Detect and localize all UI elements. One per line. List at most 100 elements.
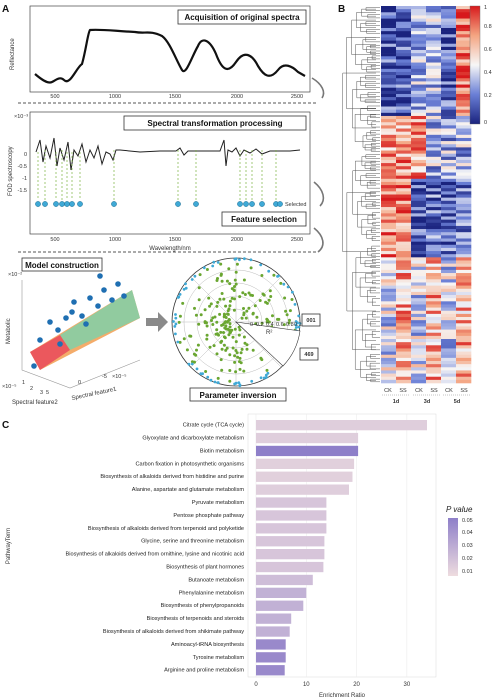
bar-category-label: Biosynthesis of alkaloids derived from s… <box>103 629 244 635</box>
heatmap-cell <box>441 288 457 293</box>
polar-point <box>232 308 236 312</box>
heatmap-cell <box>456 269 472 274</box>
heatmap-cell <box>426 273 442 277</box>
heatmap-cell <box>426 93 442 98</box>
heatmap-cell <box>381 78 397 82</box>
heatmap-cell <box>396 49 412 54</box>
heatmap-cell <box>441 273 457 277</box>
polar-point <box>219 262 223 266</box>
polar-point <box>234 370 238 374</box>
polar-tick-0: 0 <box>250 322 253 328</box>
heatmap-cell <box>456 106 472 110</box>
heatmap-cell <box>456 147 472 151</box>
heatmap-cell <box>381 351 397 356</box>
heatmap-cell <box>426 81 442 85</box>
heatmap-cell <box>441 197 457 202</box>
heatmap-cell <box>456 141 472 145</box>
heatmap-cell <box>456 93 472 98</box>
polar-edge-point <box>176 340 180 344</box>
heatmap-cell <box>441 68 457 73</box>
polar-point <box>253 304 257 308</box>
polar-point <box>233 327 237 331</box>
heatmap-cell <box>441 156 457 161</box>
heatmap-cell <box>426 266 442 271</box>
heatmap-cell <box>396 150 412 154</box>
heatmap-cell <box>381 229 397 233</box>
heatmap-cell <box>456 219 472 224</box>
bar <box>256 471 353 482</box>
heatmap-cell <box>396 263 412 268</box>
heatmap-cell <box>426 34 442 38</box>
heatmap-cell <box>381 370 397 374</box>
y-exponent: ×10⁻⁵ <box>112 373 127 380</box>
heatmap-cell <box>381 56 397 60</box>
polar-edge-point <box>277 274 280 278</box>
polar-point <box>181 301 185 305</box>
pvalue-colorbar <box>448 518 458 576</box>
f2-tick-4: 5 <box>46 390 49 396</box>
heatmap-cell <box>396 185 412 189</box>
heatmap-cell <box>411 40 427 44</box>
heatmap-cell <box>411 313 427 318</box>
heatmap-cell <box>411 317 427 321</box>
heatmap-cell <box>426 342 442 346</box>
heatmap-cell <box>426 71 442 76</box>
heatmap-cell <box>381 222 397 227</box>
heatmap-cell <box>411 109 427 114</box>
heatmap-cell <box>441 119 457 123</box>
heatmap-cell <box>426 15 442 19</box>
heatmap-cell <box>396 103 412 107</box>
polar-point <box>197 298 201 302</box>
heatmap-cell <box>396 219 412 224</box>
polar-point <box>188 334 192 338</box>
polar-point <box>282 323 286 327</box>
heatmap-cell <box>441 373 457 378</box>
heatmap-cell <box>396 24 412 29</box>
heatmap-cell <box>396 238 412 242</box>
polar-point <box>242 335 246 339</box>
heatmap-cell <box>441 141 457 145</box>
heatmap-cell <box>396 153 412 158</box>
polar-point <box>228 304 232 308</box>
heatmap-cell <box>396 266 412 271</box>
polar-point <box>245 347 249 351</box>
polar-point <box>243 341 247 345</box>
heatmap-cell <box>441 131 457 136</box>
heatmap-cell <box>441 329 457 334</box>
step1-label: Acquisition of original spectra <box>184 13 300 22</box>
heatmap-cell <box>396 137 412 142</box>
feature2-label: Spectral feature2 <box>12 400 58 406</box>
bar <box>256 536 325 547</box>
heatmap-cell <box>441 188 457 192</box>
heatmap-cell <box>441 169 457 173</box>
heatmap-cell <box>441 97 457 101</box>
heatmap-cell <box>456 370 472 374</box>
heatmap-cell <box>426 332 442 337</box>
heatmap-cell <box>456 273 472 277</box>
heatmap-cell <box>411 351 427 356</box>
panel-b-letter: B <box>338 4 345 15</box>
heatmap-cell <box>396 295 412 299</box>
heatmap-cell <box>426 27 442 32</box>
heatmap-cell <box>396 367 412 371</box>
model-points <box>31 273 127 369</box>
polar-point <box>259 356 263 360</box>
heatmap-cell <box>381 175 397 180</box>
heatmap-cell <box>456 159 472 164</box>
heatmap-cell <box>426 119 442 123</box>
refl-xtick-1: 500 <box>50 94 59 100</box>
heatmap-cell <box>426 361 442 365</box>
heatmap-cell <box>381 276 397 280</box>
heatmap-cell <box>441 43 457 48</box>
fod-ytick-3: -1 <box>22 176 27 182</box>
heatmap-cell <box>381 97 397 101</box>
heatmap-cell <box>456 260 472 264</box>
heatmap-cell <box>441 200 457 205</box>
pvalue-legend: P value 0.05 0.04 0.03 0.02 0.01 <box>446 505 473 576</box>
heatmap-cell <box>381 122 397 126</box>
heatmap-cell <box>411 166 427 170</box>
heatmap-cell <box>381 197 397 202</box>
heatmap-cell <box>441 181 457 186</box>
polar-edge-point <box>182 287 186 291</box>
wavelength-label: Wavelength/nm <box>149 246 190 252</box>
